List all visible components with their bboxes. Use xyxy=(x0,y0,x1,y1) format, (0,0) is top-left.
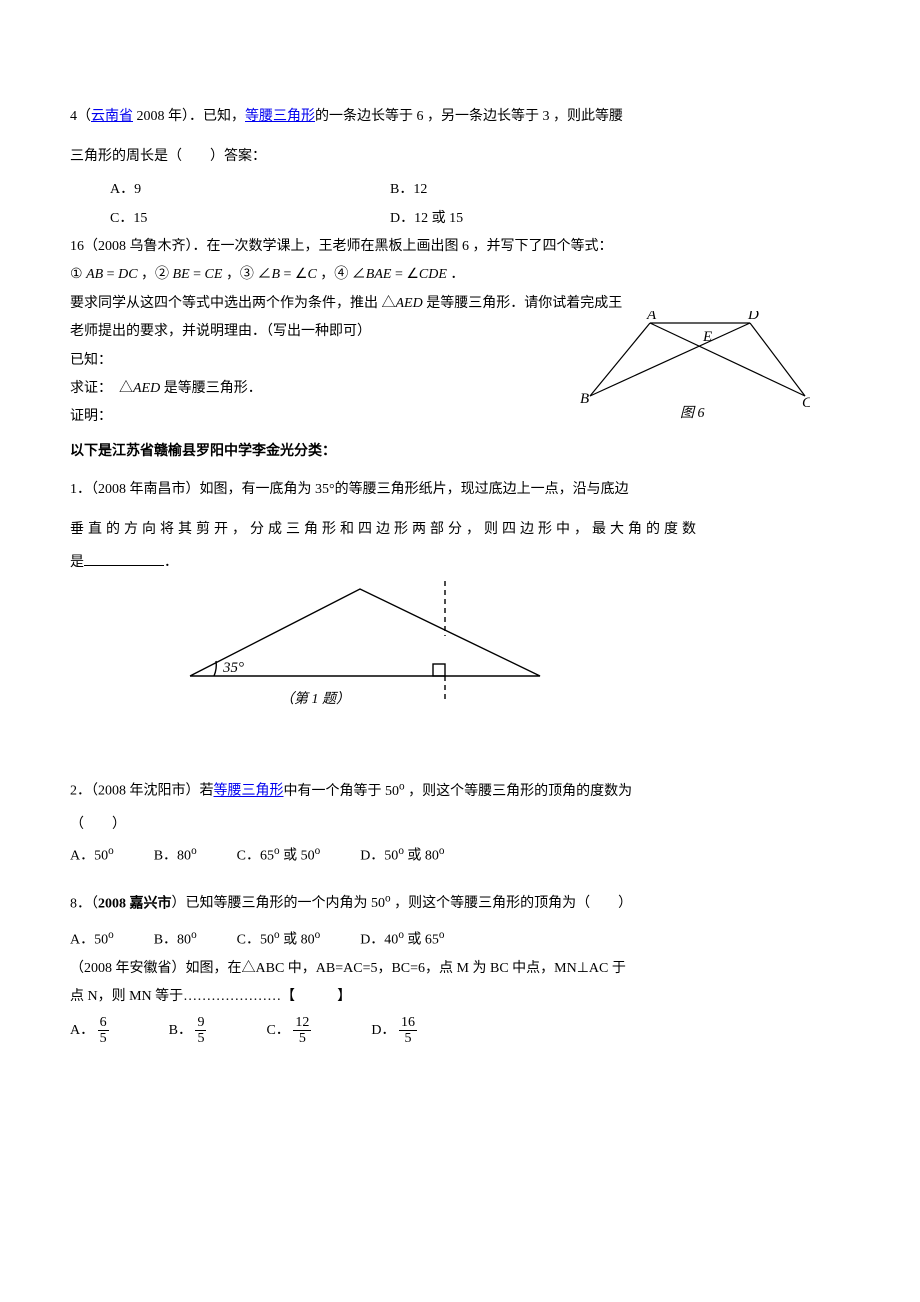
anhui-d-lbl: D． xyxy=(371,1023,395,1038)
province-link[interactable]: 云南省 xyxy=(91,109,133,124)
q4-line2: 三角形的周长是（ ）答案： xyxy=(70,140,850,174)
anhui-b-den: 5 xyxy=(195,1031,206,1046)
q1-line3: 是． xyxy=(70,552,850,574)
anhui-b-lbl: B． xyxy=(169,1023,192,1038)
q1-is-text: 是 xyxy=(70,555,84,570)
section-header: 以下是江苏省赣榆县罗阳中学李金光分类： xyxy=(70,441,850,463)
q4-rest: 的一条边长等于 6 ，另一条边长等于 3 ，则此等腰 xyxy=(315,109,623,124)
q2-post: 中有一个角等于 50o ，则这个等腰三角形的顶角的度数为 xyxy=(284,784,633,799)
q2-paren: （ ） xyxy=(70,814,850,836)
anhui-b: B． 95 xyxy=(169,1015,207,1047)
q2-d: D．50o 或 80o xyxy=(360,843,444,868)
q1-line2: 垂直的方向将其剪开，分成三角形和四边形两部分，则四边形中，最大角的度数 xyxy=(70,513,850,547)
label-a: A xyxy=(646,311,657,323)
q8-post: ）已知等腰三角形的一个内角为 50o ，则这个等腰三角形的顶角为（ ） xyxy=(172,896,633,911)
fig1-caption: （第 1 题） xyxy=(280,691,350,707)
q2-line1: 2．（2008 年沈阳市）若等腰三角形中有一个角等于 50o ，则这个等腰三角形… xyxy=(70,773,850,808)
anhui-line2: 点 N，则 MN 等于…………………【 】 xyxy=(70,986,850,1008)
anhui-b-num: 9 xyxy=(195,1015,206,1031)
anhui-c: C． 125 xyxy=(266,1015,311,1047)
q4-opt-c: C．15 xyxy=(110,208,390,230)
fill-blank xyxy=(84,552,164,566)
q2-a: A．50o xyxy=(70,843,114,868)
figure-6: A D E B C 图 6 xyxy=(580,311,810,429)
q2-b: B．80o xyxy=(154,843,197,868)
figure-1: 35° （第 1 题） xyxy=(170,581,850,729)
label-d: D xyxy=(747,311,759,323)
figure-6-svg: A D E B C 图 6 xyxy=(580,311,810,421)
anhui-options: A． 65 B． 95 C． 125 D． 165 xyxy=(70,1015,850,1047)
anhui-d-den: 5 xyxy=(399,1031,417,1046)
q8-line1: 8．（2008 嘉兴市）已知等腰三角形的一个内角为 50o ，则这个等腰三角形的… xyxy=(70,886,850,921)
isosceles-link-2[interactable]: 等腰三角形 xyxy=(214,784,284,799)
q8-pre: 8．（ xyxy=(70,896,98,911)
anhui-c-num: 12 xyxy=(293,1015,311,1031)
q4-options-row2: C．15 D．12 或 15 xyxy=(110,208,850,230)
q4-options-row1: A．9 B．12 xyxy=(110,179,850,201)
fig6-caption: 图 6 xyxy=(680,405,705,421)
q8-options: A．50o B．80o C．50o 或 80o D．40o 或 65o xyxy=(70,927,850,952)
q2-c: C．65o 或 50o xyxy=(237,843,321,868)
q4-opt-a: A．9 xyxy=(110,179,390,201)
anhui-c-lbl: C． xyxy=(266,1023,289,1038)
anhui-c-den: 5 xyxy=(293,1031,311,1046)
q16-line1: 16（2008 乌鲁木齐）．在一次数学课上，王老师在黑板上画出图 6 ，并写下了… xyxy=(70,236,850,258)
anhui-a: A． 65 xyxy=(70,1015,109,1047)
label-c: C xyxy=(802,395,810,411)
q2-pre: 2．（2008 年沈阳市）若 xyxy=(70,784,214,799)
q2-options: A．50o B．80o C．65o 或 50o D．50o 或 80o xyxy=(70,843,850,868)
q8-c: C．50o 或 80o xyxy=(237,927,321,952)
q1-line1: 1．（2008 年南昌市）如图，有一底角为 35°的等腰三角形纸片，现过底边上一… xyxy=(70,473,850,507)
isosceles-link[interactable]: 等腰三角形 xyxy=(245,109,315,124)
anhui-a-den: 5 xyxy=(98,1031,109,1046)
q8-a: A．50o xyxy=(70,927,114,952)
q8-city: 2008 嘉兴市 xyxy=(98,896,172,911)
q4-opt-d: D．12 或 15 xyxy=(390,208,463,230)
q4-line1: 4（云南省 2008 年）．已知，等腰三角形的一条边长等于 6 ，另一条边长等于… xyxy=(70,100,850,134)
q4-opt-b: B．12 xyxy=(390,179,427,201)
q4-after: 2008 年）．已知， xyxy=(133,109,245,124)
q4-prefix: 4（ xyxy=(70,109,91,124)
q16-line2: ① AB = DC ，② BE = CE ，③ ∠B = ∠C ，④ ∠BAE … xyxy=(70,264,850,286)
label-b: B xyxy=(580,391,589,407)
q8-b: B．80o xyxy=(154,927,197,952)
figure-1-svg: 35° （第 1 题） xyxy=(170,581,550,721)
anhui-a-lbl: A． xyxy=(70,1023,94,1038)
anhui-d-num: 16 xyxy=(399,1015,417,1031)
angle-35: 35° xyxy=(222,660,244,676)
label-e: E xyxy=(702,329,712,345)
q8-d: D．40o 或 65o xyxy=(360,927,444,952)
anhui-a-num: 6 xyxy=(98,1015,109,1031)
anhui-line1: （2008 年安徽省）如图，在△ABC 中，AB=AC=5，BC=6，点 M 为… xyxy=(70,958,850,980)
anhui-d: D． 165 xyxy=(371,1015,417,1047)
